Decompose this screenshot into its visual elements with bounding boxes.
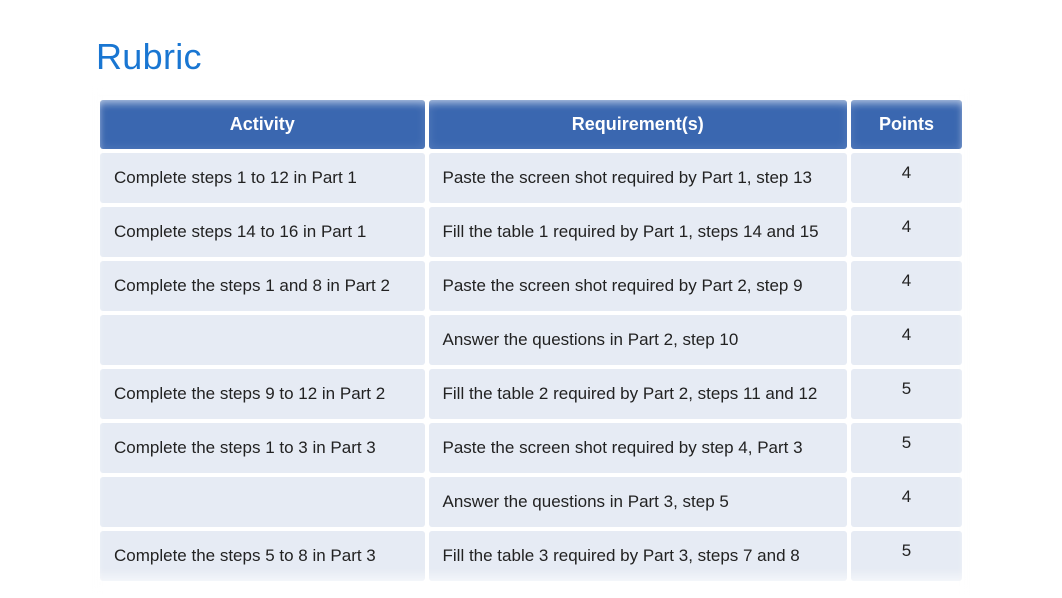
cell-requirement: Paste the screen shot required by step 4… <box>429 423 847 473</box>
cell-points: 4 <box>851 477 962 527</box>
cell-activity: Complete steps 14 to 16 in Part 1 <box>100 207 425 257</box>
rubric-table-container: Activity Requirement(s) Points Complete … <box>96 96 966 585</box>
cell-requirement: Answer the questions in Part 3, step 5 <box>429 477 847 527</box>
cell-activity: Complete the steps 1 and 8 in Part 2 <box>100 261 425 311</box>
cell-requirement: Fill the table 2 required by Part 2, ste… <box>429 369 847 419</box>
header-row: Activity Requirement(s) Points <box>100 100 962 149</box>
cell-points: 5 <box>851 423 962 473</box>
header-points: Points <box>851 100 962 149</box>
cell-activity: Complete the steps 1 to 3 in Part 3 <box>100 423 425 473</box>
table-row: Complete the steps 9 to 12 in Part 2 Fil… <box>100 369 962 419</box>
cell-points: 5 <box>851 369 962 419</box>
cell-activity: Complete the steps 9 to 12 in Part 2 <box>100 369 425 419</box>
table-row: Complete the steps 1 and 8 in Part 2 Pas… <box>100 261 962 311</box>
table-row: Complete the steps 1 to 3 in Part 3 Past… <box>100 423 962 473</box>
cell-activity: Complete the steps 5 to 8 in Part 3 <box>100 531 425 581</box>
cell-requirement: Paste the screen shot required by Part 2… <box>429 261 847 311</box>
header-activity: Activity <box>100 100 425 149</box>
cell-points: 4 <box>851 207 962 257</box>
cell-requirement: Fill the table 1 required by Part 1, ste… <box>429 207 847 257</box>
table-row: Complete the steps 5 to 8 in Part 3 Fill… <box>100 531 962 581</box>
table-row: Complete steps 14 to 16 in Part 1 Fill t… <box>100 207 962 257</box>
page-title: Rubric <box>96 36 966 78</box>
page: Rubric Activity Requirement(s) Points Co… <box>0 0 1062 598</box>
cell-requirement: Paste the screen shot required by Part 1… <box>429 153 847 203</box>
cell-points: 4 <box>851 153 962 203</box>
cell-requirement: Answer the questions in Part 2, step 10 <box>429 315 847 365</box>
rubric-table-body: Complete steps 1 to 12 in Part 1 Paste t… <box>100 153 962 581</box>
cell-points: 4 <box>851 315 962 365</box>
table-row: Complete steps 1 to 12 in Part 1 Paste t… <box>100 153 962 203</box>
header-requirement: Requirement(s) <box>429 100 847 149</box>
cell-requirement: Fill the table 3 required by Part 3, ste… <box>429 531 847 581</box>
cell-activity <box>100 477 425 527</box>
cell-activity <box>100 315 425 365</box>
cell-points: 5 <box>851 531 962 581</box>
cell-points: 4 <box>851 261 962 311</box>
cell-activity: Complete steps 1 to 12 in Part 1 <box>100 153 425 203</box>
table-row: Answer the questions in Part 3, step 5 4 <box>100 477 962 527</box>
table-row: Answer the questions in Part 2, step 10 … <box>100 315 962 365</box>
rubric-table: Activity Requirement(s) Points Complete … <box>96 96 966 585</box>
